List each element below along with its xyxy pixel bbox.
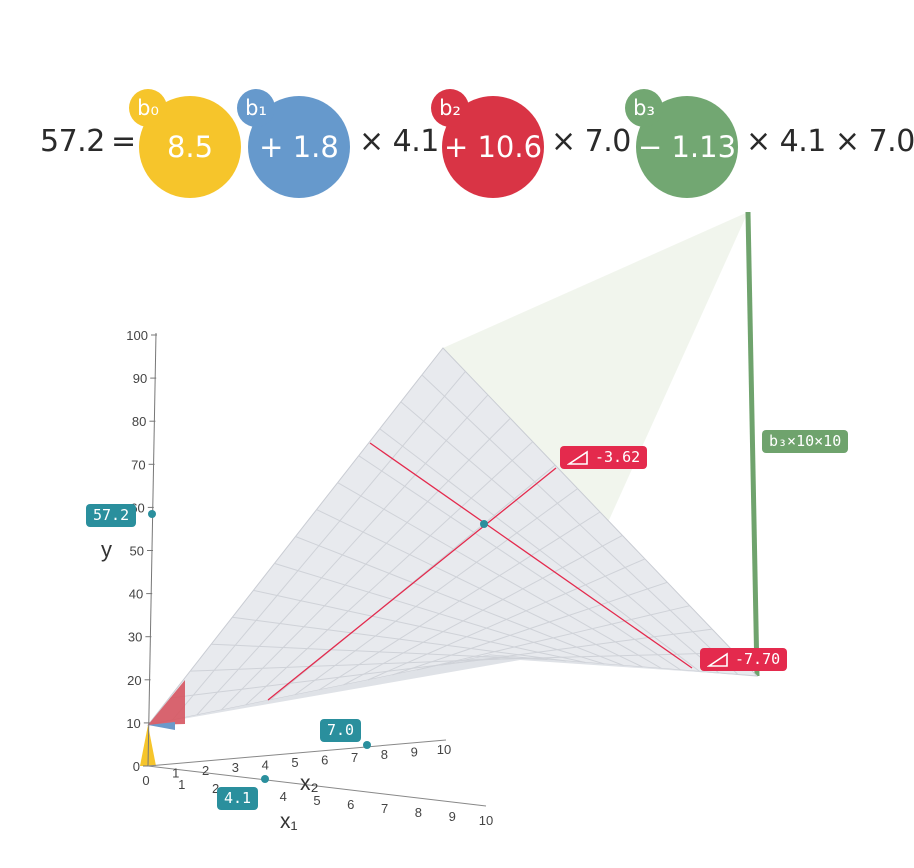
x1-tick-label: 6 <box>347 797 354 812</box>
mesh-line <box>316 509 643 668</box>
x2-tick-label: 6 <box>321 752 328 767</box>
slope-line-x2 <box>267 467 557 701</box>
b1-badge: b₁ <box>237 89 275 127</box>
y-tick-label: 50 <box>130 544 144 559</box>
b1-value: + 1.8 <box>259 130 339 164</box>
surface-mesh <box>169 371 739 721</box>
x2-tick-label: 8 <box>381 747 388 762</box>
x1-tick-label: 5 <box>313 793 320 808</box>
slope-x2-value: -3.62 <box>595 448 641 466</box>
equals-sign: = <box>111 124 136 159</box>
y-value-chip[interactable]: 57.2 <box>86 504 137 527</box>
mesh-line <box>421 374 739 675</box>
b0-value: 8.5 <box>166 130 214 164</box>
x1-tick-label: 8 <box>415 805 422 820</box>
b2-wedge <box>148 680 185 725</box>
y-tick-label: 100 <box>126 328 148 343</box>
mesh-line <box>343 534 623 686</box>
mesh-line <box>400 401 720 674</box>
interaction-chip[interactable]: b₃×10×10 <box>762 430 849 453</box>
mesh-line <box>379 428 701 672</box>
x2-axis <box>147 739 447 767</box>
y-tick-label: 80 <box>132 414 146 429</box>
interaction-wedge <box>443 212 748 540</box>
x1-tick-label: 1 <box>178 777 185 792</box>
x2-tick-label: 5 <box>291 755 298 770</box>
x1-tick-label: 9 <box>449 809 456 824</box>
x2-tick-label: 2 <box>202 763 209 778</box>
b3-multiplier: × 4.1 × 7.0 <box>746 124 914 159</box>
y-tick-label: 90 <box>133 371 147 386</box>
b3-badge: b₃ <box>625 89 663 127</box>
x1-tick-label: 0 <box>142 773 149 788</box>
slope-triangle-icon <box>707 652 728 667</box>
b0-badge: b₀ <box>129 89 167 127</box>
slope-line-x1 <box>369 442 693 669</box>
slope-triangle-icon <box>567 450 588 465</box>
x1-tick-label: 7 <box>381 801 388 816</box>
x1-axis <box>147 765 487 807</box>
x1-tick-label: 2 <box>212 781 219 796</box>
slope-x1-chip[interactable]: -7.70 <box>700 648 788 671</box>
y-tick-label: 70 <box>131 457 145 472</box>
x2-tick-label: 7 <box>351 750 358 765</box>
mesh-line <box>318 511 601 691</box>
x2-tick-label: 10 <box>437 742 451 757</box>
b1-multiplier: × 4.1 <box>359 124 439 159</box>
x1-tick-label: 10 <box>479 813 493 828</box>
x2-value-point <box>363 741 371 749</box>
y-tick-label: 20 <box>127 673 141 688</box>
b2-value: + 10.6 <box>443 130 543 164</box>
b3-value: − 1.13 <box>637 130 737 164</box>
x1-value-point <box>261 775 269 783</box>
b2-multiplier: × 7.0 <box>551 124 631 159</box>
y-tick-label: 40 <box>129 587 143 602</box>
y-axis <box>147 332 157 767</box>
x1-axis-ticks: 012345678910 <box>142 773 493 828</box>
x2-tick-label: 9 <box>411 745 418 760</box>
x2-value-chip[interactable]: 7.0 <box>320 719 362 742</box>
y-axis-label: y <box>101 537 112 562</box>
x2-tick-label: 3 <box>232 760 239 775</box>
y-tick-label: 0 <box>133 759 140 774</box>
y-tick-label: 30 <box>128 630 142 645</box>
x1-value-chip[interactable]: 4.1 <box>217 787 259 810</box>
mesh-line <box>416 605 690 671</box>
mesh-line <box>465 652 735 661</box>
interaction-bar-line <box>745 211 760 677</box>
slope-x2-chip[interactable]: -3.62 <box>560 446 648 469</box>
b2-badge: b₂ <box>431 89 469 127</box>
b3-coefficient[interactable]: − 1.13 <box>636 96 738 198</box>
x2-axis-ticks: 1 2 3 4 5 6 7 8 9 10 <box>172 742 451 780</box>
x1-tick-label: 4 <box>280 789 287 804</box>
mesh-line <box>337 482 662 669</box>
mesh-line <box>392 581 668 676</box>
x2-tick-label: 1 <box>172 765 179 780</box>
prediction-point[interactable] <box>480 520 488 528</box>
mesh-line <box>367 558 646 681</box>
surface-lower-fold <box>148 655 757 725</box>
x2-tick-label: 4 <box>262 758 269 773</box>
b1-wedge <box>148 722 175 730</box>
x1-axis-label: x₁ <box>280 810 298 833</box>
y-value-point <box>148 510 156 518</box>
y-tick-label: 10 <box>126 716 140 731</box>
slope-x1-value: -7.70 <box>735 650 781 668</box>
equation-result: 57.2 <box>40 124 105 159</box>
mesh-line <box>358 455 681 671</box>
x2-axis-label: x₂ <box>300 772 319 795</box>
